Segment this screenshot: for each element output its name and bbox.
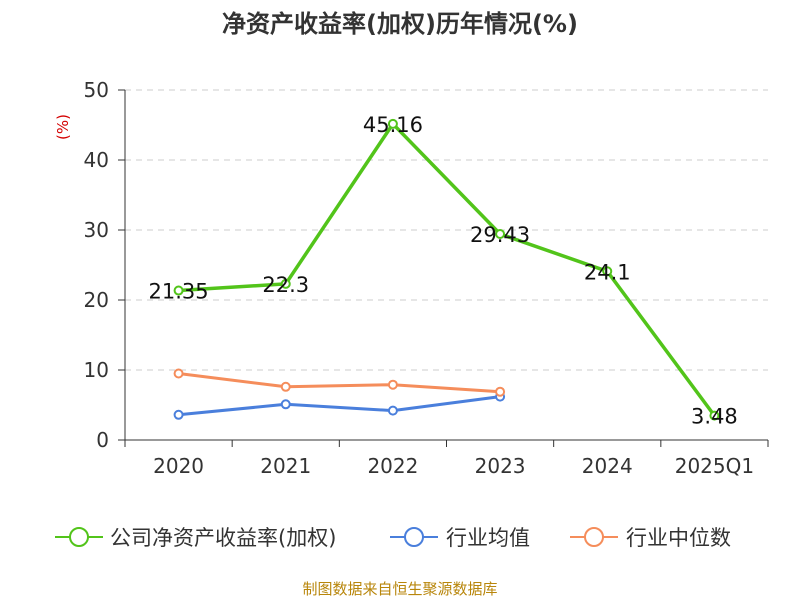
series-line-0	[178, 122, 716, 417]
legend-marker-2	[584, 527, 604, 547]
legend-label-2: 行业中位数	[626, 526, 731, 550]
y-tick-label-40: 40	[84, 148, 109, 172]
data-label-2025Q1: 3.48	[691, 405, 738, 429]
x-tick-label-2021: 2021	[260, 454, 311, 478]
series-line-1	[178, 395, 501, 417]
legend-label-0: 公司净资产收益率(加权)	[110, 526, 336, 550]
data-label-2022: 45.16	[363, 113, 423, 137]
legend: 公司净资产收益率(加权) 行业均值 行业中位数	[55, 526, 731, 550]
y-tick-label-50: 50	[84, 78, 109, 102]
x-tick-label-2020: 2020	[153, 454, 204, 478]
x-tick-label-2025Q1: 2025Q1	[675, 454, 754, 478]
data-label-2021: 22.3	[262, 273, 309, 297]
y-tick-label-0: 0	[96, 428, 109, 452]
legend-label-1: 行业均值	[446, 526, 530, 550]
series-line-2	[178, 372, 501, 394]
series-point-1-2022	[387, 405, 398, 416]
x-tick-label-2024: 2024	[582, 454, 633, 478]
series-point-1-2020	[173, 409, 184, 420]
chart-title: 净资产收益率(加权)历年情况(%)	[222, 10, 578, 38]
series-point-2-2021	[280, 381, 291, 392]
series-group	[173, 118, 720, 421]
series-point-0-2023	[495, 228, 506, 239]
series-point-0-2025Q1	[709, 410, 720, 421]
y-tick-label-30: 30	[84, 218, 109, 242]
x-tick-label-2023: 2023	[475, 454, 526, 478]
y-tick-label-10: 10	[84, 358, 109, 382]
grid-lines	[125, 89, 768, 371]
legend-marker-1	[404, 527, 424, 547]
series-point-2-2023	[495, 386, 506, 397]
data-label-2020: 21.35	[149, 280, 209, 304]
axes: 0 10 20 30 40 50 2020 2021 2022 2023 2024 2025Q1	[84, 78, 769, 478]
x-tick-label-2022: 2022	[367, 454, 418, 478]
series-point-2-2020	[173, 368, 184, 379]
data-label-2024: 24.1	[584, 260, 631, 284]
series-point-0-2022	[387, 118, 398, 129]
series-point-2-2022	[387, 379, 398, 390]
series-point-0-2021	[280, 278, 291, 289]
legend-marker-0	[69, 527, 89, 547]
y-axis-label: (%)	[54, 114, 72, 140]
series-point-0-2020	[173, 285, 184, 296]
data-label-2023: 29.43	[470, 223, 530, 247]
data-labels: 21.35 22.3 45.16 29.43 24.1 3.48	[149, 113, 738, 429]
y-tick-label-20: 20	[84, 288, 109, 312]
series-point-0-2024	[602, 266, 613, 277]
series-point-1-2021	[280, 399, 291, 410]
source-note: 制图数据来自恒生聚源数据库	[302, 580, 497, 598]
